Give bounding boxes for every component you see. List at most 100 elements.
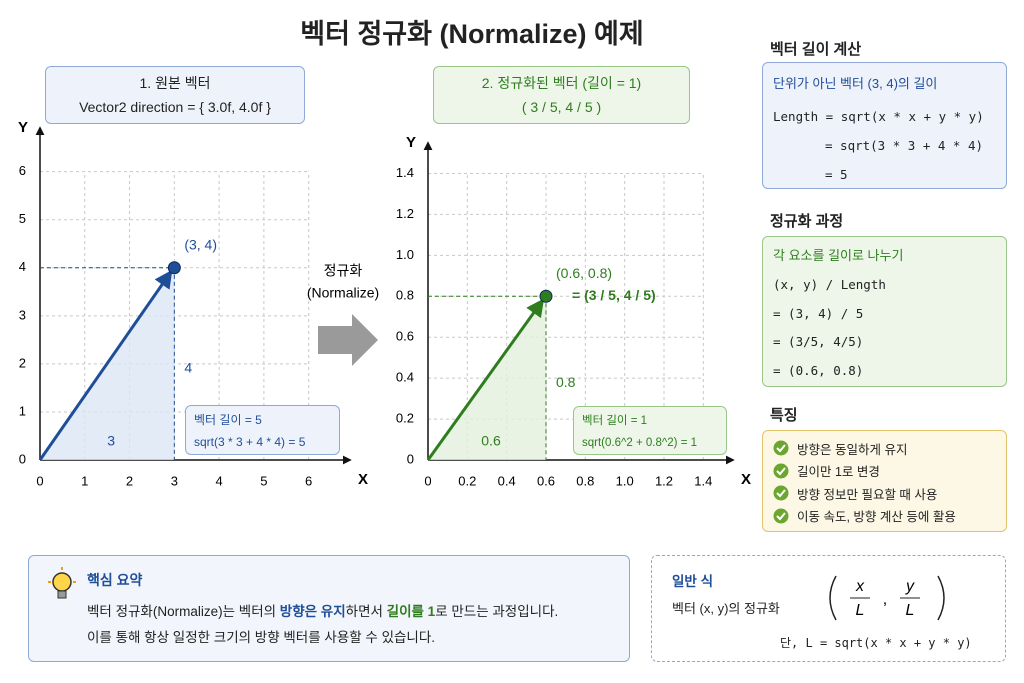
process-box: 각 요소를 길이로 나누기 (x, y) / Length = (3, 4) /… <box>762 236 1007 387</box>
summary-heading: 핵심 요약 <box>87 572 143 588</box>
formula-box: 일반 식 벡터 (x, y)의 정규화 x L , y L 단, L = sqr… <box>651 555 1006 662</box>
point-label: (0.6, 0.8) <box>556 265 612 281</box>
y-tick-label: 1.2 <box>396 206 414 221</box>
x-tick-label: 6 <box>305 473 312 488</box>
y-component-label: 4 <box>184 360 192 376</box>
x-tick-label: 0 <box>36 473 43 488</box>
caption: 단위가 아닌 벡터 (3, 4)의 길이 <box>773 76 938 91</box>
y-tick-label: 2 <box>19 355 26 370</box>
chart-subtitle: ( 3 / 5, 4 / 5 ) <box>521 99 602 115</box>
y-tick-label: 0 <box>19 451 26 466</box>
formula-condition: 단, L = sqrt(x * x + y * y) <box>780 636 972 650</box>
y-tick-label: 1 <box>19 403 26 418</box>
denominator: L <box>856 602 865 619</box>
feature-text: 방향은 동일하게 유지 <box>797 442 908 457</box>
section-heading: 벡터 길이 계산 <box>770 41 862 58</box>
code-line: = (0.6, 0.8) <box>773 362 864 378</box>
point-label: (3, 4) <box>184 236 217 252</box>
y-axis-label: Y <box>406 134 416 151</box>
x-tick-label: 0.2 <box>458 473 476 488</box>
y-tick-label: 5 <box>19 211 26 226</box>
x-component-label: 3 <box>107 433 115 449</box>
x-axis-label: X <box>741 471 751 488</box>
y-tick-label: 0.6 <box>396 329 414 344</box>
chart-header: 2. 정규화된 벡터 (길이 = 1) ( 3 / 5, 4 / 5 ) <box>433 66 690 124</box>
chart-note: 벡터 길이 = 1 sqrt(0.6^2 + 0.8^2) = 1 <box>573 406 727 455</box>
formula-heading: 일반 식 <box>672 574 714 589</box>
note-line: 벡터 길이 = 1 <box>582 415 648 427</box>
y-tick-label: 6 <box>19 163 26 178</box>
check-circle <box>773 508 789 524</box>
x-tick-label: 0 <box>424 473 431 488</box>
chart-title: 2. 정규화된 벡터 (길이 = 1) <box>481 75 642 91</box>
section-heading: 특징 <box>770 407 798 424</box>
x-tick-label: 2 <box>126 473 133 488</box>
length-box: 단위가 아닌 벡터 (3, 4)의 길이 Length = sqrt(x * x… <box>762 62 1007 189</box>
fraction: x L , y L <box>829 575 945 621</box>
check-mark <box>776 467 786 476</box>
check-icon <box>773 485 789 501</box>
y-tick-label: 1.0 <box>396 247 414 262</box>
feature-text: 길이만 1로 변경 <box>797 465 880 480</box>
page-title: 벡터 정규화 (Normalize) 예제 <box>300 19 644 49</box>
chart-title: 1. 원본 벡터 <box>139 75 211 91</box>
chart-note: 벡터 길이 = 5 sqrt(3 * 3 + 4 * 4) = 5 <box>185 405 340 455</box>
transition-label: 정규화 <box>324 263 363 279</box>
check-mark <box>776 444 786 453</box>
vector-point <box>539 289 553 303</box>
separator: , <box>883 591 887 608</box>
transition-arrow <box>318 314 378 366</box>
y-axis-label: Y <box>18 119 28 136</box>
feature-text: 방향 정보만 필요할 때 사용 <box>797 487 938 502</box>
note-line: sqrt(3 * 3 + 4 * 4) = 5 <box>194 435 306 449</box>
code-line: = (3/5, 4/5) <box>773 334 864 349</box>
check-icon <box>773 463 789 479</box>
y-tick-label: 0.4 <box>396 370 414 385</box>
bulb-icon <box>48 567 76 599</box>
summary-box: 핵심 요약 벡터 정규화(Normalize)는 벡터의 방향은 유지하면서 길… <box>28 555 630 662</box>
feature-item: 이동 속도, 방향 계산 등에 활용 <box>773 505 996 528</box>
text: 하면서 <box>345 604 387 619</box>
x-tick-label: 5 <box>260 473 267 488</box>
chart-subtitle: Vector2 direction = { 3.0f, 4.0f } <box>79 99 271 115</box>
check-circle <box>773 463 789 479</box>
x-tick-label: 0.4 <box>498 473 516 488</box>
y-tick-label: 0.8 <box>396 288 414 303</box>
note-line: 벡터 길이 = 5 <box>194 413 262 427</box>
x-tick-label: 1.2 <box>655 473 673 488</box>
code-line: (x, y) / Length <box>773 277 886 292</box>
numerator: x <box>855 578 865 595</box>
text: 벡터 정규화(Normalize)는 벡터의 <box>87 604 280 619</box>
check-circle <box>773 440 789 456</box>
x-tick-label: 1.4 <box>694 473 712 488</box>
x-tick-label: 3 <box>171 473 178 488</box>
check-circle <box>773 485 789 501</box>
numerator: y <box>905 578 915 595</box>
y-tick-label: 1.4 <box>396 165 414 180</box>
denominator: L <box>906 602 915 619</box>
note-line: sqrt(0.6^2 + 0.8^2) = 1 <box>582 437 697 449</box>
vector-arrow <box>426 298 545 461</box>
highlight: 방향은 유지 <box>279 604 346 619</box>
check-icon <box>773 440 789 456</box>
check-mark <box>776 489 786 498</box>
y-tick-label: 3 <box>19 307 26 322</box>
code-line: = sqrt(3 * 3 + 4 * 4) <box>825 138 984 153</box>
feature-item: 길이만 1로 변경 <box>773 460 996 483</box>
code-line: Length = sqrt(x * x + y * y) <box>773 109 984 124</box>
y-component-label: 0.8 <box>556 374 576 390</box>
vector-point <box>167 261 181 275</box>
vector-arrow <box>38 269 173 461</box>
x-tick-label: 0.8 <box>576 473 594 488</box>
check-mark <box>776 512 786 521</box>
x-tick-label: 0.6 <box>537 473 555 488</box>
x-axis-label: X <box>358 471 368 488</box>
y-tick-label: 0 <box>407 451 414 466</box>
text: 로 만드는 과정입니다. <box>435 604 559 619</box>
chart-header: 1. 원본 벡터 Vector2 direction = { 3.0f, 4.0… <box>45 66 305 124</box>
summary-line: 벡터 정규화(Normalize)는 벡터의 방향은 유지하면서 길이를 1로 … <box>87 600 558 620</box>
y-tick-label: 4 <box>19 259 26 274</box>
x-tick-label: 4 <box>215 473 222 488</box>
